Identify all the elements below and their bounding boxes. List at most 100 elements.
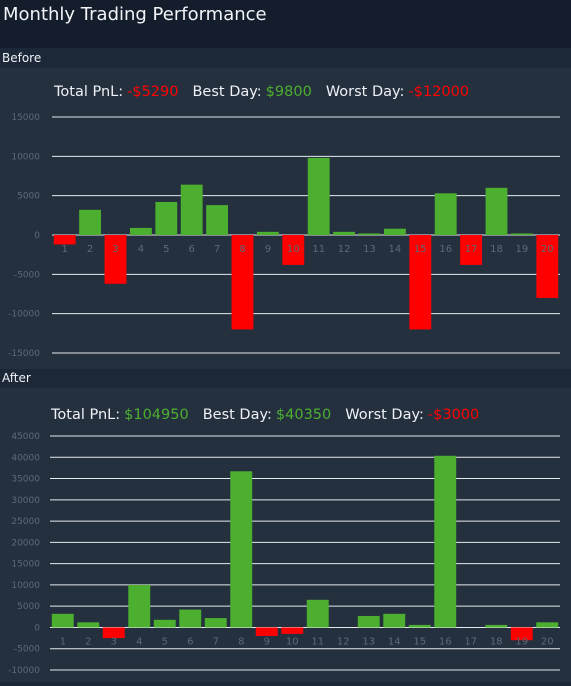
stats-line: Total PnL: $104950 Best Day: $40350 Worst Da… xyxy=(50,407,479,423)
bar xyxy=(485,187,508,235)
bar xyxy=(53,235,76,245)
bar xyxy=(206,205,229,235)
x-tick-label: 1 xyxy=(62,244,68,255)
stat-value: $40350 xyxy=(276,407,331,423)
x-tick-label: 17 xyxy=(464,636,477,647)
y-tick-label: 25000 xyxy=(11,517,40,527)
y-tick-label: 5000 xyxy=(17,602,40,612)
y-tick-label: -10000 xyxy=(8,310,40,320)
x-tick-label: 13 xyxy=(363,244,376,255)
x-tick-label: 12 xyxy=(337,636,350,647)
x-tick-label: 4 xyxy=(136,636,142,647)
section-label-before: Before xyxy=(2,51,42,65)
stat-label: Total PnL: xyxy=(53,84,123,100)
x-tick-label: 2 xyxy=(85,636,91,647)
y-tick-label: -5000 xyxy=(14,645,40,655)
bar xyxy=(460,235,483,265)
y-tick-label: 0 xyxy=(34,623,40,633)
x-tick-label: 6 xyxy=(189,244,195,255)
page-title: Monthly Trading Performance xyxy=(3,4,267,25)
y-tick-label: 20000 xyxy=(11,538,40,548)
bar xyxy=(510,627,533,641)
bar xyxy=(51,613,74,628)
stat-value: -$3000 xyxy=(428,407,479,423)
y-tick-label: 15000 xyxy=(11,560,40,570)
x-tick-label: 15 xyxy=(414,244,427,255)
x-tick-label: 5 xyxy=(163,244,169,255)
x-tick-label: 16 xyxy=(439,636,452,647)
bar xyxy=(231,235,254,330)
x-tick-label: 16 xyxy=(439,244,452,255)
bar xyxy=(104,235,127,284)
bar xyxy=(409,235,432,330)
y-tick-label: -15000 xyxy=(8,349,40,359)
bar xyxy=(536,235,559,298)
x-tick-label: 9 xyxy=(264,636,270,647)
x-tick-label: 8 xyxy=(238,636,244,647)
x-tick-label: 4 xyxy=(138,244,144,255)
x-tick-label: 20 xyxy=(541,244,554,255)
stat-label: Worst Day: xyxy=(326,84,405,100)
bar xyxy=(153,619,176,628)
x-tick-label: 12 xyxy=(338,244,351,255)
x-tick-label: 8 xyxy=(239,244,245,255)
bar xyxy=(155,201,178,235)
stat-label: Worst Day: xyxy=(345,407,424,423)
bar xyxy=(306,599,329,628)
x-tick-label: 19 xyxy=(515,636,528,647)
bar xyxy=(408,624,431,628)
y-tick-label: 0 xyxy=(34,231,40,241)
chart-panel-after: Total PnL: $104950 Best Day: $40350 Worst Da… xyxy=(0,388,571,682)
x-tick-label: 7 xyxy=(213,636,219,647)
x-tick-label: 3 xyxy=(111,636,117,647)
x-tick-label: 1 xyxy=(60,636,66,647)
x-tick-label: 14 xyxy=(389,244,402,255)
bar xyxy=(128,584,151,628)
y-tick-label: 5000 xyxy=(17,192,40,202)
bar xyxy=(77,622,100,628)
bar xyxy=(358,233,381,235)
x-tick-label: 13 xyxy=(362,636,375,647)
bar xyxy=(510,233,533,235)
x-tick-label: 2 xyxy=(87,244,93,255)
y-tick-label: -5000 xyxy=(14,270,40,280)
bar xyxy=(485,624,508,628)
x-tick-label: 17 xyxy=(465,244,478,255)
y-tick-label: 10000 xyxy=(11,152,40,162)
y-tick-label: -10000 xyxy=(8,666,40,676)
y-tick-label: 10000 xyxy=(11,581,40,591)
bar xyxy=(536,622,559,628)
stat-value: $9800 xyxy=(266,84,312,100)
x-tick-label: 18 xyxy=(490,636,503,647)
chart-after: Total PnL: $104950 Best Day: $40350 Worst Da… xyxy=(8,407,560,676)
bar xyxy=(281,627,304,634)
x-tick-label: 20 xyxy=(541,636,554,647)
chart-before: Total PnL: -$5290 Best Day: $9800 Worst Day:… xyxy=(8,84,560,359)
x-tick-label: 7 xyxy=(214,244,220,255)
x-tick-label: 18 xyxy=(490,244,503,255)
bar xyxy=(434,193,457,235)
bar xyxy=(255,627,278,636)
x-tick-label: 15 xyxy=(413,636,426,647)
bar xyxy=(204,618,227,628)
bar xyxy=(383,228,406,235)
bar xyxy=(357,615,380,628)
stats-line: Total PnL: -$5290 Best Day: $9800 Worst Day:… xyxy=(53,84,469,100)
bar xyxy=(230,471,253,628)
bar xyxy=(129,227,152,235)
bar xyxy=(307,157,330,235)
stat-value: -$12000 xyxy=(408,84,469,100)
x-tick-label: 11 xyxy=(312,244,325,255)
title-bar: Monthly Trading Performance xyxy=(0,0,571,48)
bar xyxy=(179,609,202,628)
x-tick-label: 3 xyxy=(112,244,118,255)
bar xyxy=(383,613,406,628)
bar xyxy=(102,627,125,639)
bar xyxy=(256,231,279,235)
bar xyxy=(333,231,356,235)
chart-panel-before: Total PnL: -$5290 Best Day: $9800 Worst Day:… xyxy=(0,68,571,369)
bar xyxy=(180,184,203,235)
x-tick-label: 11 xyxy=(311,636,324,647)
bar xyxy=(434,455,457,628)
x-tick-label: 10 xyxy=(286,636,299,647)
